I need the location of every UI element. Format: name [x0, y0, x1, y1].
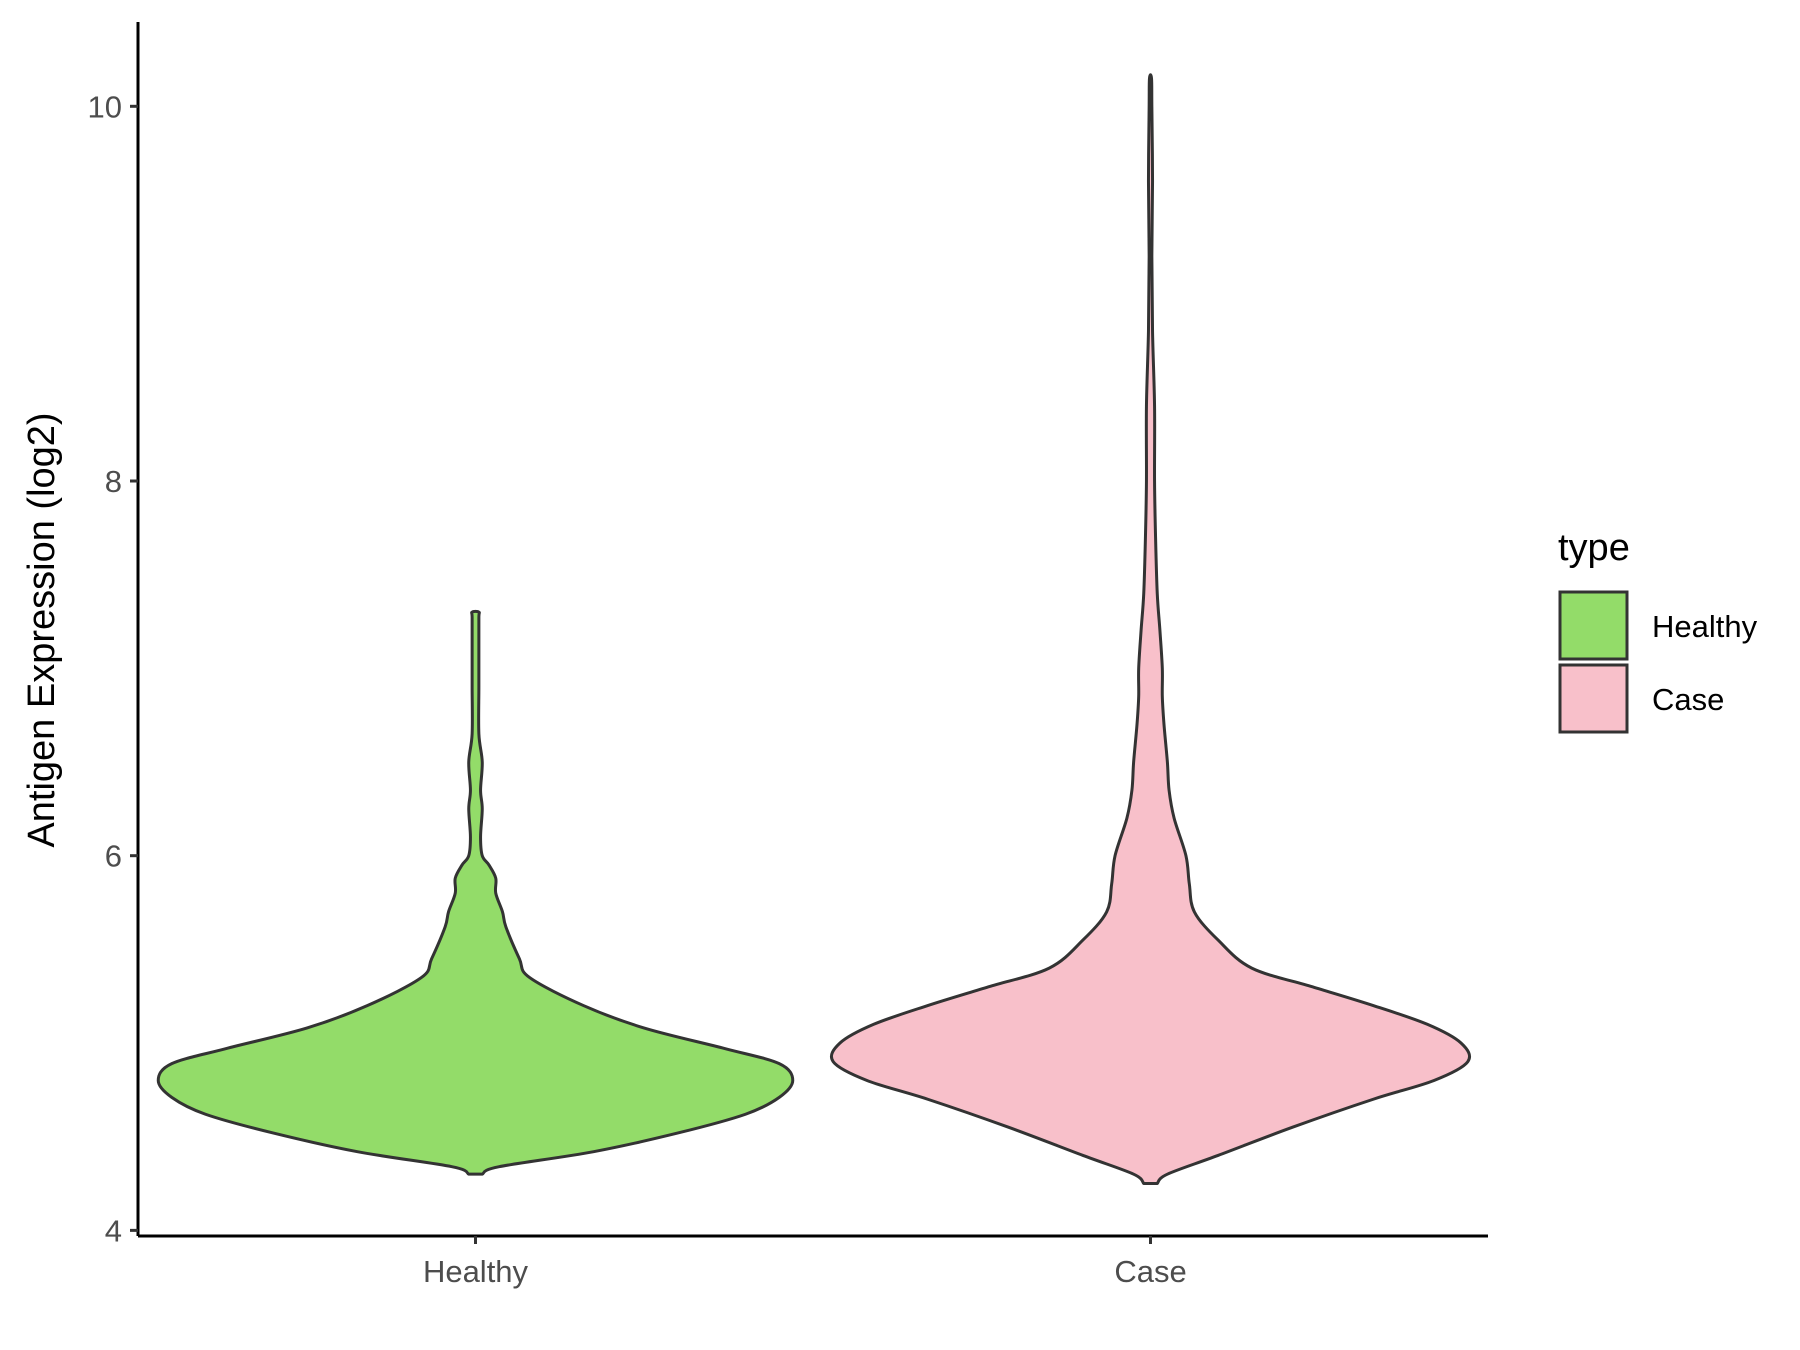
- y-tick-label: 8: [105, 464, 122, 499]
- y-axis-title: Antigen Expression (log2): [21, 412, 63, 847]
- y-tick-label: 4: [105, 1213, 122, 1248]
- legend-label-healthy: Healthy: [1652, 609, 1758, 644]
- x-tick-label: Healthy: [423, 1254, 529, 1289]
- violin-case: [829, 73, 1472, 1186]
- legend: type Healthy Case: [1558, 527, 1758, 734]
- legend-title: type: [1558, 527, 1630, 569]
- violin-layer: [156, 73, 1472, 1186]
- x-tick-label: Case: [1114, 1254, 1186, 1289]
- legend-items: Healthy Case: [1558, 590, 1758, 734]
- y-tick-label: 6: [105, 839, 122, 874]
- violin-healthy: [156, 609, 795, 1176]
- x-axis-ticks: Healthy Case: [423, 1236, 1187, 1289]
- y-tick-label: 10: [88, 89, 122, 124]
- y-axis-ticks: 4 6 8 10: [88, 89, 138, 1248]
- legend-label-case: Case: [1652, 682, 1724, 717]
- legend-swatch-case: [1558, 663, 1629, 734]
- legend-swatch-healthy: [1558, 590, 1629, 661]
